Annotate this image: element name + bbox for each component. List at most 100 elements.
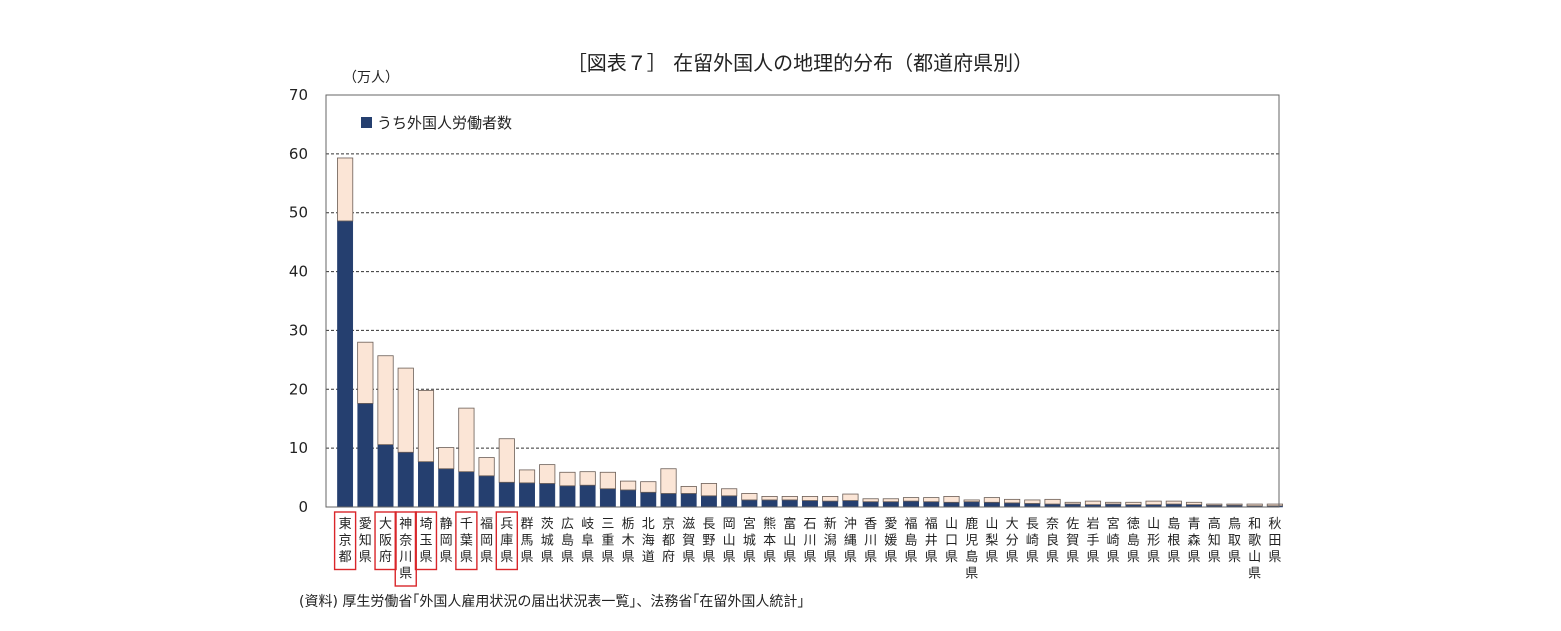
bar-foreign-workers (923, 501, 940, 508)
bar-foreign-workers (599, 488, 616, 508)
bar-other-residents (438, 447, 455, 470)
x-tick-label: 広島県 (561, 517, 574, 565)
x-tick-label: 熊本県 (763, 516, 776, 565)
x-tick-label: 長野県 (702, 517, 715, 565)
bar-other-residents (1165, 500, 1182, 505)
bar-foreign-workers (822, 500, 839, 508)
x-tick-label: 高知県 (1208, 516, 1221, 565)
bar-other-residents (458, 407, 475, 473)
bar-other-residents (377, 355, 394, 446)
bar-foreign-workers (882, 501, 899, 508)
x-tick-label: 徳島県 (1127, 517, 1140, 565)
bar-other-residents (983, 497, 1000, 503)
bar-other-residents (801, 496, 819, 501)
bar-other-residents (640, 481, 657, 493)
x-tick-label: 埼玉県 (419, 517, 432, 565)
bar-foreign-workers (660, 493, 677, 508)
bar-other-residents (599, 471, 616, 490)
y-axis-ticks: 0 10 20 30 40 50 60 70 (289, 86, 308, 516)
y-tick-label: 40 (289, 263, 308, 281)
bar-other-residents (559, 471, 576, 487)
bar-foreign-workers (781, 499, 798, 508)
bar-other-residents (1084, 500, 1102, 506)
x-tick-label: 青森県 (1188, 517, 1201, 565)
x-tick-label: 岩手県 (1086, 517, 1099, 565)
bar-other-residents (781, 496, 798, 501)
bar-foreign-workers (357, 403, 374, 508)
bar-other-residents (963, 499, 980, 503)
x-tick-label: 東京都 (339, 516, 352, 565)
x-tick-label: 福島県 (905, 517, 918, 565)
bar-foreign-workers (478, 475, 495, 508)
y-tick-label: 60 (289, 145, 308, 163)
highlight-box (414, 511, 438, 571)
bar-other-residents (923, 497, 940, 503)
bar-other-residents (1004, 498, 1021, 504)
bar-foreign-workers (418, 461, 434, 508)
bar-other-residents (1125, 501, 1142, 506)
x-tick-label: 香川県 (864, 517, 877, 565)
legend: うち外国人労働者数 (361, 114, 512, 132)
bar-other-residents (579, 471, 596, 486)
bar-foreign-workers (498, 482, 515, 508)
bar-other-residents (478, 457, 495, 477)
legend-label: うち外国人労働者数 (377, 114, 512, 132)
bar-foreign-workers (559, 485, 576, 508)
x-tick-label: 岡山県 (723, 517, 736, 565)
bar-other-residents (1266, 503, 1283, 507)
y-axis-unit-label: （万人） (343, 70, 399, 86)
legend-swatch (361, 117, 372, 128)
bar-other-residents (397, 367, 414, 453)
bar-foreign-workers (519, 482, 535, 508)
x-tick-label: 栃木県 (622, 517, 635, 565)
bar-foreign-workers (337, 220, 354, 508)
bar-foreign-workers (741, 499, 758, 508)
y-tick-label: 10 (289, 439, 308, 457)
bar-other-residents (539, 464, 556, 484)
x-tick-label: 滋賀県 (682, 517, 695, 565)
x-axis-categories: 東京都愛知県大阪府神奈川県埼玉県静岡県千葉県福岡県兵庫県群馬県茨城県広島県岐阜県… (333, 511, 1281, 587)
x-tick-label: 大阪府 (379, 517, 392, 565)
source-note: (資料) 厚生労働省｢外国人雇用状況の届出状況表一覧｣、法務省｢在留外国人統計｣ (299, 593, 804, 610)
bar-other-residents (842, 493, 859, 501)
plot-frame (325, 94, 1280, 508)
x-tick-label: 新潟県 (824, 516, 837, 565)
x-tick-label: 岐阜県 (581, 517, 594, 565)
bar-other-residents (902, 497, 920, 502)
highlight-box (455, 511, 478, 571)
bar-foreign-workers (640, 492, 657, 508)
bar-other-residents (721, 488, 738, 497)
y-tick-label: 0 (298, 498, 308, 516)
chart-title: ［図表７］ 在留外国人の地理的分布（都道府県別） (567, 51, 1033, 75)
x-tick-label: 群馬県 (521, 517, 534, 565)
y-tick-label: 30 (289, 321, 308, 339)
x-tick-label: 石川県 (803, 517, 816, 565)
x-tick-label: 宮城県 (743, 516, 756, 565)
bar-other-residents (1145, 500, 1162, 506)
x-tick-label: 山梨県 (985, 517, 998, 565)
bar-foreign-workers (680, 493, 697, 508)
bar-foreign-workers (620, 489, 637, 508)
x-tick-label: 福岡県 (480, 517, 493, 565)
bar-foreign-workers (903, 500, 919, 508)
y-tick-label: 70 (289, 86, 308, 104)
bar-other-residents (822, 496, 839, 502)
x-tick-label: 鹿児島県 (965, 516, 978, 582)
bar-foreign-workers (397, 452, 414, 508)
bar-other-residents (943, 496, 960, 503)
bar-other-residents (620, 480, 637, 491)
bar-foreign-workers (377, 444, 394, 508)
bar-other-residents (741, 493, 758, 501)
bar-foreign-workers (761, 499, 778, 508)
x-tick-label: 島根県 (1167, 517, 1180, 565)
bar-other-residents (1044, 498, 1061, 505)
bar-other-residents (337, 157, 354, 222)
x-tick-label: 兵庫県 (500, 517, 513, 565)
bar-foreign-workers (1004, 502, 1021, 508)
bar-foreign-workers (701, 495, 717, 508)
x-tick-label: 北海道 (642, 517, 655, 565)
bar-other-residents (498, 438, 515, 483)
bar-other-residents (1064, 501, 1081, 505)
highlight-box (495, 511, 519, 571)
